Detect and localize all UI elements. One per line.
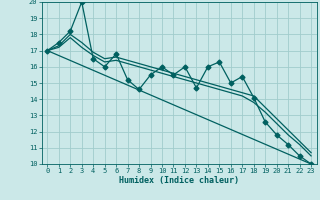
X-axis label: Humidex (Indice chaleur): Humidex (Indice chaleur): [119, 176, 239, 185]
